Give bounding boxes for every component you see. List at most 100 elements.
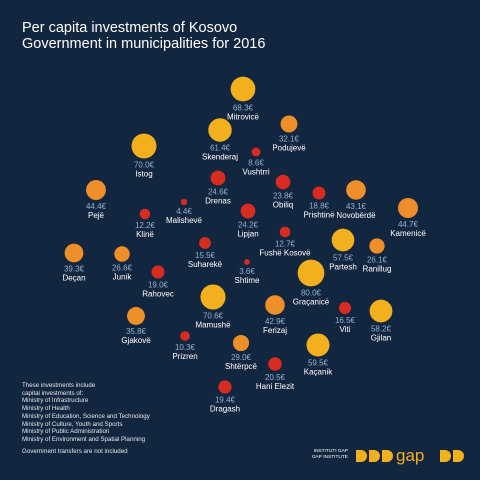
bubble-name-label: Mitrovicë [227, 112, 260, 121]
bubble-value-label: 3.6€ [239, 267, 255, 276]
bubble-skenderaj: 61.4€Skenderaj [202, 118, 238, 162]
bubble-mark [200, 284, 226, 310]
gap-logo-icon: gap [356, 446, 464, 465]
bubble-value-label: 59.5€ [308, 359, 329, 368]
bubble-value-label: 44.7€ [398, 220, 419, 229]
bubble-mark [338, 301, 352, 315]
bubble-fushe-kosove: 12.7€Fushë Kosovë [259, 226, 311, 257]
bubble-lipjan: 24.2€Lipjan [237, 203, 259, 238]
bubble-value-label: 42.9€ [265, 317, 286, 326]
bubble-mark [275, 174, 291, 190]
bubble-name-label: Drenas [205, 196, 231, 205]
bubble-podujeve: 32.1€Podujevë [272, 115, 306, 152]
bubble-value-label: 58.2€ [371, 324, 392, 333]
bubble-value-label: 39.3€ [64, 264, 85, 273]
bubble-peje: 44.4€Pejë [86, 180, 107, 220]
footnote-ministry: Ministry of Culture, Youth and Sports [22, 420, 123, 428]
footnote-ministry: Ministry of Education, Science and Techn… [22, 412, 150, 420]
bubble-gjakove: 35.8€Gjakovë [121, 307, 151, 345]
bubble-mark [218, 380, 232, 394]
bubble-kacanik: 59.5€Kaçanik [304, 333, 333, 377]
bubble-value-label: 26.6€ [112, 264, 133, 273]
footnote-intro-line: capital investments of: [22, 389, 84, 397]
bubble-name-label: Istog [135, 170, 152, 179]
bubble-kamenice: 44.7€Kamenicë [390, 198, 426, 238]
bubble-mark [240, 203, 256, 219]
bubble-value-label: 26.1€ [367, 256, 388, 265]
bubble-shterpce: 29.0€Shtërpcë [225, 334, 258, 371]
bubble-name-label: Viti [340, 325, 351, 334]
bubble-name-label: Partesh [329, 262, 357, 271]
bubble-name-label: Skenderaj [202, 153, 238, 162]
footnote-ministry: Ministry of Public Administration [22, 428, 110, 436]
bubble-value-label: 35.8€ [126, 327, 147, 336]
bubble-mark [151, 265, 165, 279]
bubble-value-label: 8.6€ [248, 158, 264, 167]
bubble-name-label: Novobërdë [336, 211, 376, 220]
bubble-mark [208, 118, 232, 142]
bubble-malisheve: 4.4€Malishevë [166, 198, 203, 225]
footnote-note: Government transfers are not included [22, 447, 128, 455]
bubble-name-label: Gjilan [371, 333, 391, 342]
bubble-rahovec: 19.0€Rahovec [142, 265, 174, 299]
bubble-gracanice: 80.0€Graçanicë [293, 259, 330, 306]
bubble-value-label: 19.0€ [148, 281, 169, 290]
bubble-mark [244, 259, 250, 265]
bubble-mark [64, 243, 84, 263]
bubble-value-label: 15.5€ [195, 251, 216, 260]
bubble-name-label: Kaçanik [304, 368, 333, 377]
footnote-ministry: Ministry of Environment and Spatial Plan… [22, 435, 146, 443]
bubble-mark [251, 147, 261, 157]
bubble-mark [312, 186, 326, 200]
bubble-mark [280, 115, 298, 133]
bubble-name-label: Malishevë [166, 216, 203, 225]
bubble-value-label: 70.6€ [203, 312, 224, 321]
bubble-vushtrri: 8.6€Vushtrri [242, 147, 270, 176]
bubble-name-label: Deçan [62, 273, 85, 282]
bubble-name-label: Podujevë [272, 143, 306, 152]
bubble-value-label: 19.4€ [215, 396, 236, 405]
bubble-value-label: 24.6€ [208, 187, 229, 196]
bubble-name-label: Ranillug [363, 265, 392, 274]
bubble-novoberde: 43.1€Novobërdë [336, 180, 376, 220]
bubble-value-label: 4.4€ [176, 207, 192, 216]
bubble-mitrovice: 68.3€Mitrovicë [227, 76, 260, 121]
bubble-mark [180, 198, 188, 206]
bubble-istog: 70.0€Istog [131, 133, 157, 179]
bubble-value-label: 61.4€ [210, 144, 231, 153]
bubble-value-label: 80.0€ [301, 288, 322, 297]
bubble-dragash: 19.4€Dragash [210, 380, 240, 414]
bubble-mark [210, 170, 226, 186]
bubble-shtime: 3.6€Shtime [235, 259, 260, 285]
bubble-mark [199, 237, 211, 249]
bubble-mark [369, 238, 385, 254]
bubble-drenas: 24.6€Drenas [205, 170, 231, 205]
bubble-name-label: Kamenicë [390, 229, 426, 238]
bubble-name-label: Fushë Kosovë [259, 248, 311, 257]
bubble-name-label: Prishtinë [303, 210, 335, 219]
bubble-name-label: Lipjan [237, 229, 258, 238]
bubble-name-label: Vushtrri [242, 167, 269, 176]
bubble-name-label: Graçanicë [293, 297, 330, 306]
bubble-name-label: Pejë [88, 211, 105, 220]
bubble-value-label: 20.5€ [265, 373, 286, 382]
bubble-mark [114, 246, 130, 262]
bubble-name-label: Junik [113, 273, 133, 282]
bubble-name-label: Mamushë [195, 321, 231, 330]
bubble-name-label: Shtime [235, 276, 260, 285]
bubble-ranillug: 26.1€Ranillug [363, 238, 392, 274]
bubble-ferizaj: 42.9€Ferizaj [263, 295, 287, 335]
bubble-decan: 39.3€Deçan [62, 243, 86, 282]
footnote-ministry: Ministry of Health [22, 405, 70, 413]
bubble-name-label: Klinë [136, 230, 154, 239]
bubble-name-label: Ferizaj [263, 326, 287, 335]
bubble-hani-elezit: 20.5€Hani Elezit [256, 357, 295, 391]
bubble-mark [131, 133, 157, 159]
bubble-name-label: Shtërpcë [225, 362, 258, 371]
bubble-value-label: 32.1€ [279, 134, 300, 143]
brand-name-line: INSTITUTI GAP [313, 449, 348, 454]
bubble-mark [180, 331, 190, 341]
bubble-suhareke: 15.5€Suharekë [188, 237, 223, 269]
bubble-viti: 16.5€Viti [335, 301, 356, 334]
